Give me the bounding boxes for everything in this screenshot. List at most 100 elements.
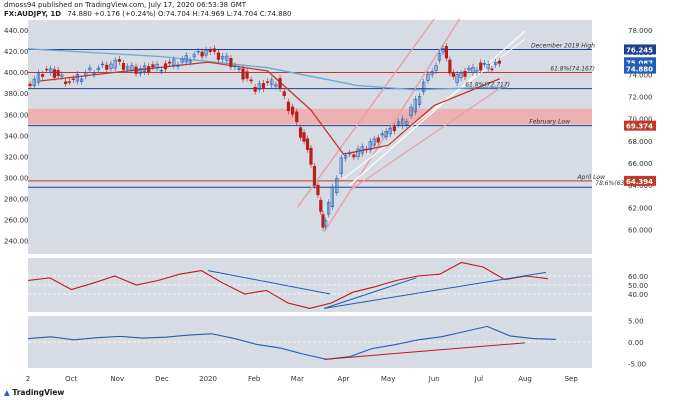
candle bbox=[459, 73, 463, 78]
left-axis-tick: 340.00 bbox=[4, 132, 29, 140]
macd-axis-tick: 0.00 bbox=[628, 339, 644, 347]
candle bbox=[32, 78, 36, 86]
candle bbox=[479, 62, 483, 71]
candle bbox=[88, 67, 92, 71]
candle bbox=[490, 68, 494, 71]
left-axis-tick: 440.00 bbox=[4, 27, 29, 35]
candle bbox=[245, 71, 249, 79]
candle bbox=[147, 66, 151, 73]
price-pane-bg bbox=[28, 20, 592, 254]
x-axis-tick: Mar bbox=[291, 375, 304, 383]
candle bbox=[233, 65, 237, 68]
left-axis-tick: 300.00 bbox=[4, 174, 29, 182]
ohlc-readout: 74.880 +0.176 (+0.24%) O:74.704 H:74.969… bbox=[67, 10, 292, 18]
chart-header: dmoss94 published on TradingView.com, Ju… bbox=[0, 0, 680, 20]
x-axis-tick: Jul bbox=[474, 375, 484, 383]
candle bbox=[117, 59, 121, 62]
x-axis-tick: Oct bbox=[65, 375, 77, 383]
candle bbox=[364, 148, 368, 151]
candle bbox=[330, 186, 334, 208]
candle bbox=[312, 166, 317, 186]
candle bbox=[401, 118, 405, 127]
candle bbox=[126, 66, 130, 70]
candle bbox=[298, 127, 303, 138]
x-axis-tick: Feb bbox=[248, 375, 261, 383]
candle bbox=[392, 126, 396, 132]
candle bbox=[372, 138, 376, 146]
price-tag-label: 74.880 bbox=[626, 66, 653, 74]
candle bbox=[67, 81, 71, 83]
channel-line-mid bbox=[349, 82, 508, 192]
candle bbox=[482, 63, 487, 65]
candle bbox=[360, 146, 364, 154]
level-label: 61.8%(72.717) bbox=[465, 82, 510, 89]
candle bbox=[471, 66, 475, 73]
candle bbox=[196, 50, 200, 53]
candle bbox=[49, 68, 53, 73]
level-label: 61.8%(74.167) bbox=[550, 65, 595, 72]
candle bbox=[448, 59, 452, 74]
left-axis-tick: 400.00 bbox=[4, 69, 29, 77]
candle bbox=[309, 147, 313, 165]
candle bbox=[105, 64, 109, 70]
candle bbox=[188, 60, 192, 63]
candle bbox=[204, 49, 208, 56]
candle bbox=[92, 72, 96, 76]
candle bbox=[430, 71, 434, 76]
candle bbox=[113, 59, 117, 69]
candle bbox=[84, 72, 88, 77]
rsi-trendline bbox=[324, 271, 546, 309]
tradingview-logo: ▲ TradingView bbox=[4, 388, 64, 397]
candle bbox=[56, 70, 60, 77]
candle bbox=[184, 55, 188, 63]
candle bbox=[221, 55, 225, 60]
footer: ▲ TradingView bbox=[0, 388, 680, 400]
candle bbox=[316, 184, 320, 196]
candle bbox=[405, 121, 409, 125]
candle bbox=[321, 214, 325, 228]
level-label: April Low bbox=[576, 174, 605, 181]
candle bbox=[339, 157, 343, 174]
candle bbox=[229, 58, 233, 68]
candle bbox=[212, 48, 216, 52]
left-axis-tick: 380.00 bbox=[4, 90, 29, 98]
candle bbox=[71, 78, 75, 80]
candle bbox=[130, 65, 134, 71]
candle bbox=[324, 220, 328, 227]
candle bbox=[278, 78, 282, 89]
candle bbox=[286, 101, 291, 112]
candle bbox=[60, 74, 64, 77]
price-tag bbox=[624, 175, 656, 186]
macd-axis-tick: -5.00 bbox=[628, 361, 646, 369]
candle bbox=[261, 83, 266, 90]
candle bbox=[444, 46, 449, 59]
price-tag-label: 64.394 bbox=[626, 178, 653, 186]
rsi-axis-tick: 60.00 bbox=[628, 273, 648, 281]
left-axis-tick: 240.00 bbox=[4, 238, 29, 246]
price-chart[interactable]: December 2019 High 61.8%(74.167) 61.8%(72.… bbox=[0, 0, 680, 388]
candle bbox=[155, 63, 159, 69]
candle bbox=[79, 78, 84, 82]
macd-axis-tick: 5.00 bbox=[628, 317, 644, 325]
left-axis-tick: 420.00 bbox=[4, 48, 29, 56]
candle bbox=[274, 84, 278, 87]
published-info: dmoss94 published on TradingView.com, Ju… bbox=[4, 1, 247, 9]
candle bbox=[463, 70, 467, 77]
candle bbox=[388, 127, 392, 135]
right-axis-tick: 70.000 bbox=[628, 116, 653, 124]
candle bbox=[486, 64, 490, 69]
candle bbox=[426, 74, 430, 81]
candle bbox=[142, 65, 147, 72]
candle bbox=[422, 81, 426, 93]
candle bbox=[356, 148, 360, 157]
candle bbox=[216, 52, 221, 60]
candle bbox=[176, 64, 180, 67]
price-tag bbox=[624, 57, 656, 68]
candle bbox=[290, 106, 295, 115]
candle bbox=[455, 74, 459, 83]
symbol: FX:AUDJPY, 1D bbox=[4, 10, 62, 18]
x-axis-tick: Aug bbox=[518, 375, 532, 383]
level-label: December 2019 High bbox=[531, 42, 595, 49]
candle bbox=[52, 69, 57, 78]
left-axis-tick: 280.00 bbox=[4, 196, 29, 204]
